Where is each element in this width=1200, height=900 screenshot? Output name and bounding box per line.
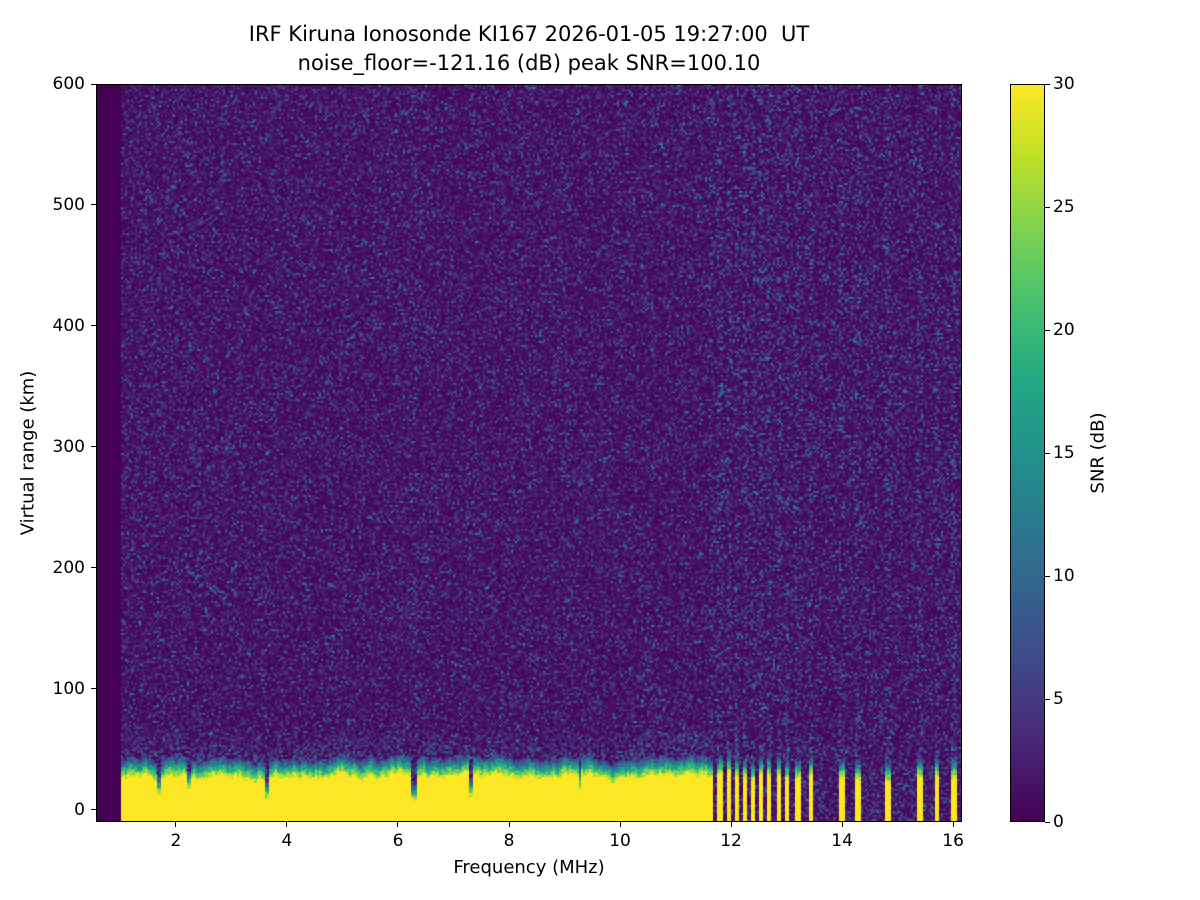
y-tick-mark	[91, 204, 96, 206]
colorbar-tick-mark	[1045, 452, 1050, 454]
x-tick-mark	[619, 822, 621, 827]
y-tick-mark	[91, 809, 96, 811]
colorbar	[1010, 84, 1045, 822]
chart-title: IRF Kiruna Ionosonde KI167 2026-01-05 19…	[248, 22, 810, 46]
heatmap-canvas	[97, 85, 961, 821]
x-tick-mark	[508, 822, 510, 827]
x-tick-mark	[175, 822, 177, 827]
colorbar-tick-label: 5	[1053, 689, 1064, 709]
x-tick-mark	[730, 822, 732, 827]
colorbar-tick-mark	[1045, 206, 1050, 208]
y-tick-mark	[91, 688, 96, 690]
x-tick-mark	[286, 822, 288, 827]
colorbar-tick-mark	[1045, 575, 1050, 577]
colorbar-tick-label: 15	[1053, 443, 1075, 463]
y-tick-label: 300	[52, 436, 85, 457]
x-tick-label: 12	[720, 831, 742, 851]
y-tick-label: 0	[74, 799, 85, 820]
x-tick-mark	[952, 822, 954, 827]
y-tick-label: 200	[52, 557, 85, 578]
x-tick-label: 14	[831, 831, 853, 851]
colorbar-canvas	[1011, 85, 1044, 821]
y-tick-mark	[91, 567, 96, 569]
y-tick-label: 600	[52, 74, 85, 94]
x-tick-label: 16	[942, 831, 964, 851]
colorbar-tick-label: 10	[1053, 566, 1075, 586]
colorbar-tick-label: 20	[1053, 320, 1075, 340]
x-tick-label: 4	[281, 831, 293, 851]
y-tick-mark	[91, 446, 96, 448]
colorbar-tick-label: 0	[1053, 812, 1064, 832]
y-tick-label: 400	[52, 315, 85, 336]
x-tick-label: 6	[392, 831, 404, 851]
x-tick-mark	[397, 822, 399, 827]
y-tick-label: 500	[52, 194, 85, 215]
colorbar-tick-mark	[1045, 83, 1050, 85]
colorbar-tick-label: 25	[1053, 197, 1075, 217]
y-tick-mark	[91, 325, 96, 327]
colorbar-tick-mark	[1045, 698, 1050, 700]
y-tick-mark	[91, 83, 96, 85]
x-tick-label: 2	[170, 831, 182, 851]
x-tick-mark	[841, 822, 843, 827]
x-axis-label: Frequency (MHz)	[453, 857, 605, 878]
plot-area	[96, 84, 962, 822]
colorbar-tick-mark	[1045, 821, 1050, 823]
x-tick-label: 8	[503, 831, 515, 851]
y-tick-label: 100	[52, 678, 85, 699]
colorbar-tick-mark	[1045, 329, 1050, 331]
x-tick-label: 10	[609, 831, 631, 851]
chart-subtitle: noise_floor=-121.16 (dB) peak SNR=100.10	[297, 51, 761, 75]
colorbar-tick-label: 30	[1053, 74, 1075, 94]
